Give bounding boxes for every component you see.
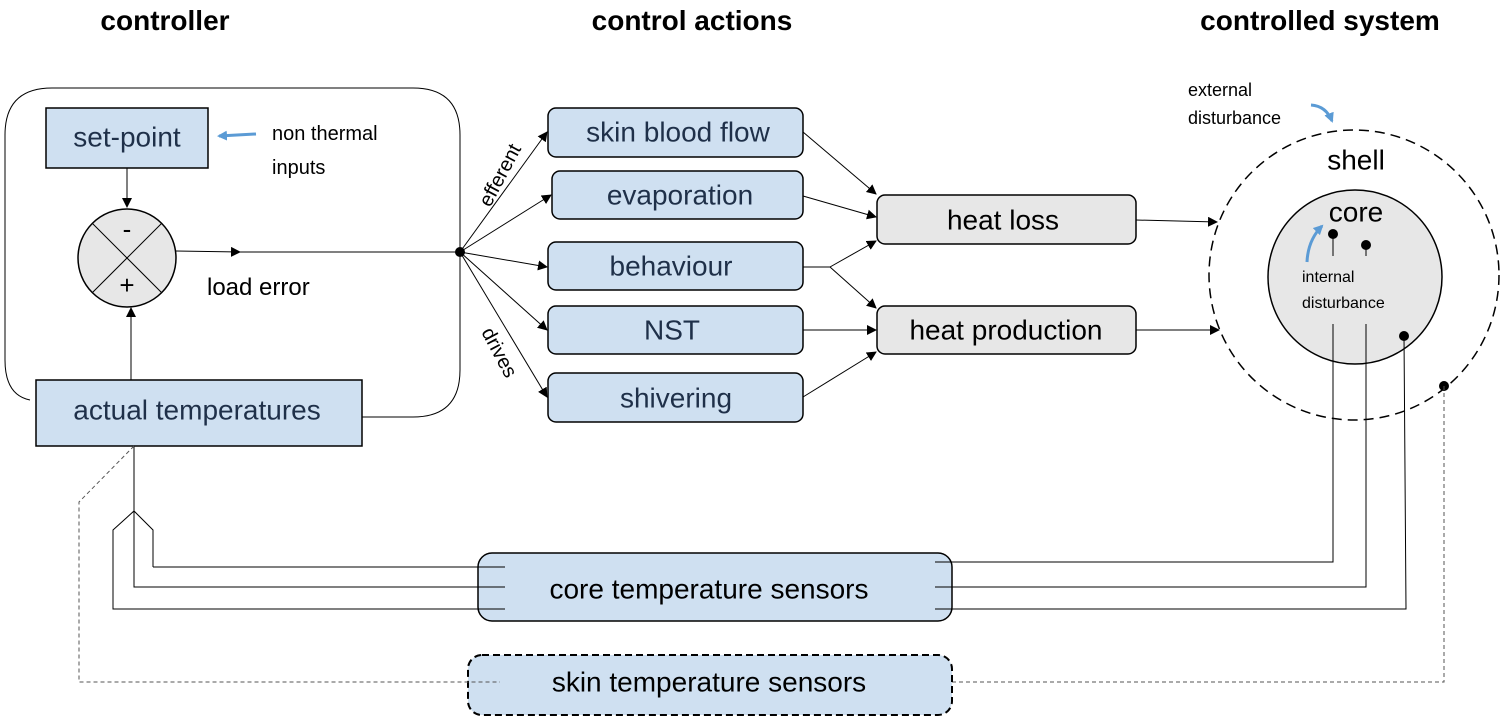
arrow-heat-loss-system [1135,216,1218,227]
controller-frame [4,87,461,418]
external-disturbance-arrow-icon [1310,103,1334,123]
core-wire-3 [935,335,1407,610]
control-action-label: skin blood flow [586,117,770,148]
actual-temperatures-box[interactable] [35,379,363,447]
arrow-to-skin-blood-flow [459,131,548,253]
control-action-label: behaviour [610,251,733,282]
core-sensors-label: core temperature sensors [549,574,868,605]
skin-wire-right [950,386,1445,683]
actual-temperatures-label: actual temperatures [73,395,320,426]
external-disturbance-line2: disturbance [1188,108,1281,128]
header-controller: controller [100,5,229,36]
header-control-actions: control actions [592,5,793,36]
control-action-nst[interactable]: NST [547,305,804,355]
internal-disturbance-arrow-icon [1305,224,1324,263]
internal-disturbance-line2: disturbance [1302,295,1385,312]
arrow-behaviour-heat-production [829,266,877,309]
external-disturbance-line1: external [1188,80,1252,100]
sum-minus: - [123,214,132,244]
arrow-behaviour-heat-loss [829,240,877,268]
heat-loss-box[interactable]: heat loss [876,194,1137,245]
arrow-sbf-heat-loss [802,131,877,195]
shell-label: shell [1327,145,1385,176]
set-point-label: set-point [73,122,181,153]
header-controlled-system: controlled system [1200,5,1440,36]
skin-temperature-sensors-box[interactable] [467,654,953,716]
core-wire-ends [935,561,952,610]
arrow-evap-heat-loss [802,195,877,220]
core-wire-left [112,510,505,610]
skin-wire-left [78,445,500,683]
non-thermal-arrow-icon [217,130,257,141]
drives-label: drives [477,324,521,381]
control-action-behaviour[interactable]: behaviour [547,241,804,291]
control-action-label: NST [644,315,700,346]
sensor-dot [1328,229,1338,239]
heat-production-box[interactable]: heat production [876,305,1137,355]
core-wire-left-center [133,446,505,588]
heat-loss-label: heat loss [947,205,1059,236]
arrow-to-shivering [459,251,548,398]
arrow-to-behaviour [459,251,548,271]
heat-production-label: heat production [909,315,1102,346]
sum-plus: + [119,270,134,300]
control-action-shivering[interactable]: shivering [547,372,804,423]
control-action-label: shivering [620,383,732,414]
arrow-to-evaporation [459,194,552,253]
efferent-label: efferent [475,140,526,210]
sensor-dot [1361,240,1371,250]
non-thermal-inputs-line1: non thermal [272,123,378,145]
control-action-evaporation[interactable]: evaporation [551,170,804,220]
core-label: core [1329,197,1383,228]
control-action-label: evaporation [607,180,753,211]
internal-disturbance-line1: internal [1302,269,1354,286]
control-action-skin-blood-flow[interactable]: skin blood flow [547,107,804,158]
non-thermal-inputs-line2: inputs [272,157,325,179]
load-error-label: load error [207,274,310,301]
sum-cross-line [91,222,163,294]
skin-sensors-label: skin temperature sensors [552,667,866,698]
core-wire-2 [935,324,1367,588]
arrow-shivering-heat-production [802,351,877,398]
load-error-arrow [175,246,241,257]
core-circle [1267,189,1443,365]
arrow-to-nst [459,251,548,331]
core-wire-1 [935,324,1334,563]
shell-circle [1208,129,1500,421]
